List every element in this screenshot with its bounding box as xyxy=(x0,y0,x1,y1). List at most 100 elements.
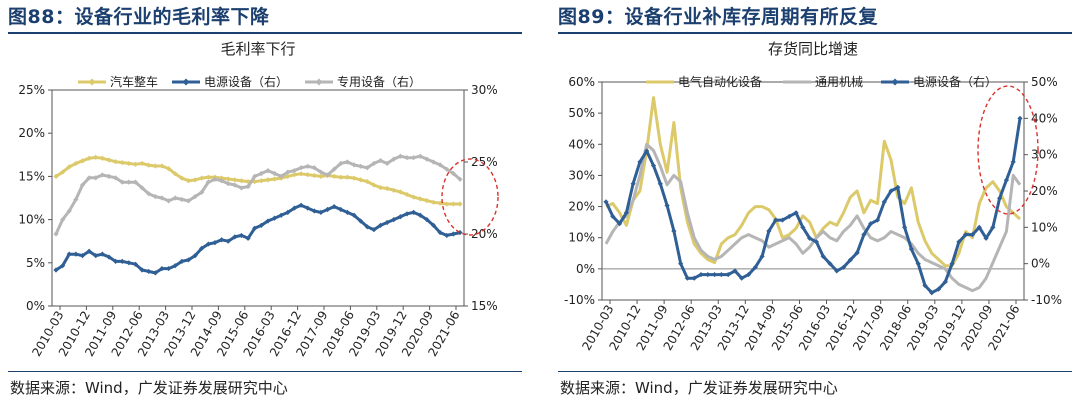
right-series-2-point xyxy=(895,184,901,190)
right-chart: 存货同比增速 -10% 0% 10% 20% 30% 40% 50% 60% -10% 0% 10% 2… xyxy=(564,40,1062,353)
left-left-tick-label: 0% xyxy=(26,299,45,313)
left-series-1-point xyxy=(139,267,145,273)
left-series-1-point xyxy=(305,205,311,211)
left-series-1-point xyxy=(106,254,112,260)
left-title-rule xyxy=(8,32,522,34)
left-series-1-point xyxy=(298,202,304,208)
right-series-2-point xyxy=(813,239,819,245)
left-series-0-point xyxy=(93,154,99,160)
right-left-tick-label: 60% xyxy=(568,75,595,89)
left-series-2-point xyxy=(79,182,86,188)
right-legend-label-1: 通用机械 xyxy=(815,74,863,89)
right-right-tick-label: 40% xyxy=(1031,111,1058,125)
left-series-1-point xyxy=(159,265,165,272)
left-series-0-point xyxy=(285,173,291,179)
left-series-0-point xyxy=(411,194,417,200)
left-series-0-point xyxy=(106,157,112,163)
left-series-2-point xyxy=(364,165,370,171)
right-right-tick-label: 50% xyxy=(1031,75,1058,89)
right-series-2-point xyxy=(705,271,711,278)
left-series-2-point xyxy=(238,185,245,191)
left-series-1-point xyxy=(384,219,390,226)
left-left-tick-label: 10% xyxy=(18,213,45,227)
left-series-0-point xyxy=(391,187,397,193)
right-series-2-point xyxy=(834,268,840,274)
left-series-0-point xyxy=(344,174,351,180)
left-series-0-point xyxy=(397,189,403,195)
left-series-0-point xyxy=(192,177,198,183)
right-series-2-point xyxy=(684,275,691,281)
right-series-2-point xyxy=(807,235,813,241)
left-series-1-point xyxy=(291,205,298,211)
left-series-line-0 xyxy=(55,155,460,206)
left-series-0-point xyxy=(86,155,92,161)
left-legend-label-1: 电源设备（右） xyxy=(204,74,288,89)
right-series-2-point xyxy=(847,257,853,263)
left-series-2-point xyxy=(53,231,59,237)
left-series-1-point xyxy=(66,251,72,257)
right-figure: 图89：设备行业补库存周期有所反复 存货同比增速 -10% 0% 10% 20% 30% 4… xyxy=(558,0,1078,401)
left-series-2-point xyxy=(99,172,105,178)
left-figure-title: 图88：设备行业的毛利率下降 xyxy=(8,6,270,28)
left-series-2-point xyxy=(437,162,443,168)
left-series-2-point xyxy=(444,166,450,172)
left-series-2-point xyxy=(285,169,291,175)
right-series-2-point xyxy=(1003,177,1010,183)
right-series-2-point xyxy=(854,250,860,256)
left-series-2-point xyxy=(179,196,185,203)
left-series-2-point xyxy=(351,162,357,168)
left-series-0-point xyxy=(146,162,152,168)
right-series-line-1 xyxy=(604,142,1022,293)
left-series-2-point xyxy=(404,155,410,161)
left-series-2-point xyxy=(185,198,192,204)
right-series-2-point xyxy=(908,246,915,252)
left-legend-label-0: 汽车整车 xyxy=(110,74,158,89)
left-left-tick-label: 15% xyxy=(18,169,45,183)
left-series-2-point xyxy=(132,179,139,185)
left-series-0-point xyxy=(225,176,231,182)
left-series-2-point xyxy=(450,170,456,177)
right-series-2-point xyxy=(644,148,650,154)
right-series-2-point xyxy=(664,202,670,209)
left-plot-frame xyxy=(51,89,465,307)
left-series-2-point xyxy=(391,156,397,162)
right-series-2-point xyxy=(874,217,881,223)
left-series-0-point xyxy=(265,177,271,183)
right-series-2-point xyxy=(990,224,996,230)
left-series-1-point xyxy=(285,209,291,215)
left-series-2-point xyxy=(338,160,344,167)
right-series-2-point xyxy=(623,210,629,216)
left-series-0-point xyxy=(179,175,185,181)
left-series-2-point xyxy=(159,195,165,201)
left-series-2-point xyxy=(93,175,99,181)
left-source: 数据来源：Wind，广发证券发展研究中心 xyxy=(10,379,288,397)
left-left-tick-label: 5% xyxy=(26,256,45,270)
left-series-line-2 xyxy=(54,154,461,235)
left-series-0-point xyxy=(66,164,72,170)
right-plot-frame xyxy=(601,81,1025,301)
left-series-0-point xyxy=(73,160,79,167)
left-series-1-point xyxy=(371,227,377,233)
right-source-rule xyxy=(558,371,1072,372)
left-series-1-point xyxy=(113,258,119,264)
right-series-2-point xyxy=(861,232,867,238)
left-series-0-point xyxy=(318,173,324,179)
left-right-tick-label: 20% xyxy=(471,227,498,241)
right-series-2-point xyxy=(711,271,718,278)
left-series-1-point xyxy=(404,211,410,217)
left-series-2-point xyxy=(424,156,430,162)
right-right-tick-label: 30% xyxy=(1031,148,1058,162)
left-right-tick-label: 30% xyxy=(471,83,498,97)
left-series-2-point xyxy=(397,153,403,159)
left-series-2-point xyxy=(232,182,238,188)
left-series-0-point xyxy=(424,197,430,204)
left-series-1-point xyxy=(245,235,251,241)
left-series-2-point xyxy=(146,191,152,197)
left-series-1-point xyxy=(205,241,211,247)
right-highlight-ellipse xyxy=(977,85,1039,215)
left-series-2-point xyxy=(271,170,278,177)
left-series-0-point xyxy=(60,169,66,175)
left-series-0-point xyxy=(258,178,264,184)
left-series-2-point xyxy=(371,160,377,167)
left-series-0-point xyxy=(430,199,437,205)
